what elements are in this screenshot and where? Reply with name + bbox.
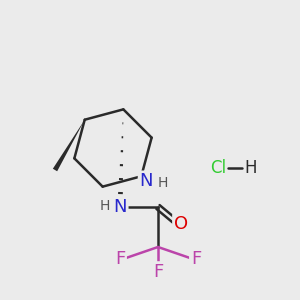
Text: Cl: Cl: [210, 159, 226, 177]
Polygon shape: [53, 120, 85, 171]
Text: H: H: [244, 159, 256, 177]
Text: F: F: [115, 250, 125, 268]
Text: F: F: [153, 263, 163, 281]
Text: N: N: [113, 198, 127, 216]
Text: N: N: [140, 172, 153, 190]
Text: H: H: [157, 176, 168, 190]
Text: F: F: [191, 250, 201, 268]
Text: O: O: [174, 215, 188, 233]
Text: H: H: [100, 199, 110, 213]
